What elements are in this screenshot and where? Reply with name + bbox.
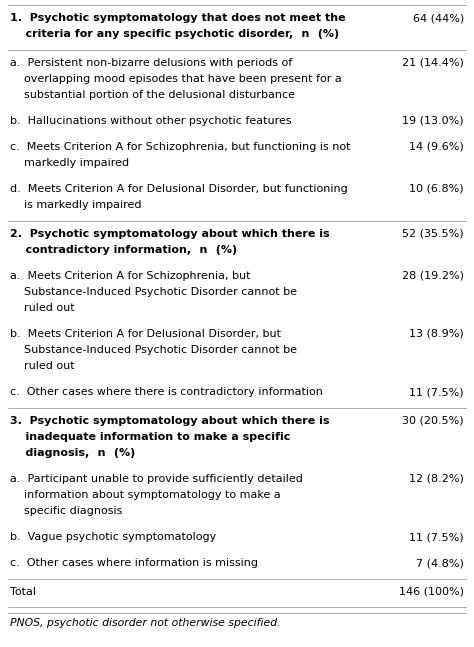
Text: 3.  Psychotic symptomatology about which there is: 3. Psychotic symptomatology about which …	[10, 415, 329, 426]
Text: 146 (100%): 146 (100%)	[399, 587, 464, 597]
Text: diagnosis,    n    (%): diagnosis, n (%)	[10, 448, 135, 458]
Text: ruled out: ruled out	[10, 303, 74, 313]
Text: c.  Other cases where information is missing: c. Other cases where information is miss…	[10, 558, 258, 568]
Text: 7 (4.8%): 7 (4.8%)	[416, 558, 464, 568]
Text: markedly impaired: markedly impaired	[10, 158, 129, 168]
Text: PNOS, psychotic disorder not otherwise specified.: PNOS, psychotic disorder not otherwise s…	[10, 618, 281, 628]
Text: 28 (19.2%): 28 (19.2%)	[402, 270, 464, 281]
Text: ruled out: ruled out	[10, 361, 74, 371]
Text: criteria for any specific psychotic disorder,    n    (%): criteria for any specific psychotic diso…	[10, 29, 339, 39]
Text: b.  Hallucinations without other psychotic features: b. Hallucinations without other psychoti…	[10, 116, 292, 126]
Text: is markedly impaired: is markedly impaired	[10, 200, 142, 210]
Text: 10 (6.8%): 10 (6.8%)	[410, 184, 464, 194]
Text: c.  Other cases where there is contradictory information: c. Other cases where there is contradict…	[10, 387, 323, 397]
Text: a.  Participant unable to provide sufficiently detailed: a. Participant unable to provide suffici…	[10, 474, 303, 484]
Text: substantial portion of the delusional disturbance: substantial portion of the delusional di…	[10, 90, 295, 100]
Text: b.  Vague psychotic symptomatology: b. Vague psychotic symptomatology	[10, 532, 216, 542]
Text: 11 (7.5%): 11 (7.5%)	[410, 532, 464, 542]
Text: 11 (7.5%): 11 (7.5%)	[410, 387, 464, 397]
Text: d.  Meets Criterion A for Delusional Disorder, but functioning: d. Meets Criterion A for Delusional Diso…	[10, 184, 348, 194]
Text: 21 (14.4%): 21 (14.4%)	[402, 58, 464, 67]
Text: information about symptomatology to make a: information about symptomatology to make…	[10, 490, 281, 500]
Text: 64 (44%): 64 (44%)	[413, 13, 464, 23]
Text: overlapping mood episodes that have been present for a: overlapping mood episodes that have been…	[10, 74, 342, 83]
Text: 12 (8.2%): 12 (8.2%)	[409, 474, 464, 484]
Text: 19 (13.0%): 19 (13.0%)	[402, 116, 464, 126]
Text: 52 (35.5%): 52 (35.5%)	[402, 228, 464, 239]
Text: inadequate information to make a specific: inadequate information to make a specifi…	[10, 432, 291, 442]
Text: a.  Persistent non-bizarre delusions with periods of: a. Persistent non-bizarre delusions with…	[10, 58, 292, 67]
Text: a.  Meets Criterion A for Schizophrenia, but: a. Meets Criterion A for Schizophrenia, …	[10, 270, 250, 281]
Text: 13 (8.9%): 13 (8.9%)	[409, 329, 464, 339]
Text: 2.  Psychotic symptomatology about which there is: 2. Psychotic symptomatology about which …	[10, 228, 329, 239]
Text: 30 (20.5%): 30 (20.5%)	[402, 415, 464, 426]
Text: contradictory information,    n    (%): contradictory information, n (%)	[10, 245, 237, 255]
Text: 14 (9.6%): 14 (9.6%)	[409, 142, 464, 152]
Text: 1.  Psychotic symptomatology that does not meet the: 1. Psychotic symptomatology that does no…	[10, 13, 346, 23]
Text: specific diagnosis: specific diagnosis	[10, 506, 122, 516]
Text: Total: Total	[10, 587, 36, 597]
Text: c.  Meets Criterion A for Schizophrenia, but functioning is not: c. Meets Criterion A for Schizophrenia, …	[10, 142, 350, 152]
Text: Substance-Induced Psychotic Disorder cannot be: Substance-Induced Psychotic Disorder can…	[10, 287, 297, 297]
Text: Substance-Induced Psychotic Disorder cannot be: Substance-Induced Psychotic Disorder can…	[10, 345, 297, 355]
Text: b.  Meets Criterion A for Delusional Disorder, but: b. Meets Criterion A for Delusional Diso…	[10, 329, 281, 339]
